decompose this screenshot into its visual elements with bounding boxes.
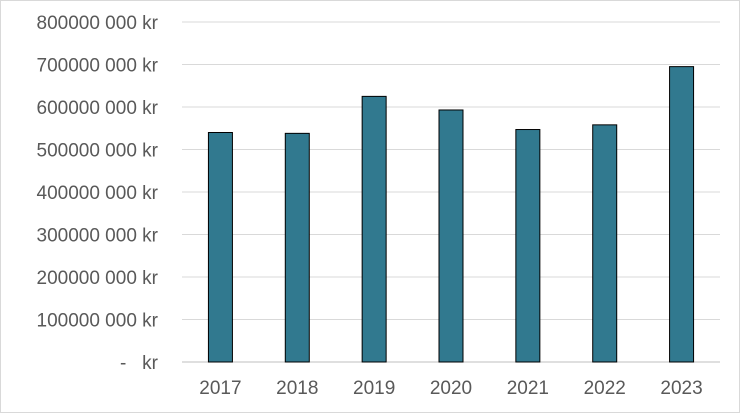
y-tick-label: 200000 000 kr — [37, 268, 159, 289]
x-tick-label: 2020 — [430, 378, 472, 399]
bar-2017 — [207, 132, 233, 363]
x-tick-label: 2023 — [660, 378, 702, 399]
x-tick-label: 2018 — [276, 378, 318, 399]
y-tick-label: 700000 000 kr — [37, 56, 159, 77]
bar-2021 — [515, 129, 541, 363]
bar-2020 — [438, 109, 464, 363]
x-tick-label: 2017 — [199, 378, 241, 399]
x-tick-label: 2021 — [507, 378, 549, 399]
y-tick-label: 500000 000 kr — [37, 141, 159, 162]
y-tick-label: 800000 000 kr — [37, 13, 159, 34]
bar-2019 — [361, 95, 387, 363]
y-tick-label: 600000 000 kr — [37, 98, 159, 119]
x-tick-label: 2022 — [584, 378, 626, 399]
bar-2023 — [669, 66, 695, 363]
bars — [207, 66, 695, 363]
y-tick-label: 100000 000 kr — [37, 311, 159, 332]
bar-2022 — [592, 124, 618, 363]
y-tick-label: - kr — [120, 353, 159, 374]
x-axis-category-labels: 2017 2018 2019 2020 2021 2022 2023 — [199, 378, 702, 399]
bar-2018 — [284, 132, 310, 363]
x-tick-label: 2019 — [353, 378, 395, 399]
y-axis-tick-labels: - kr 100000 000 kr 200000 000 kr 300000 000… — [37, 13, 159, 374]
y-tick-label: 300000 000 kr — [37, 226, 159, 247]
y-tick-label: 400000 000 kr — [37, 183, 159, 204]
